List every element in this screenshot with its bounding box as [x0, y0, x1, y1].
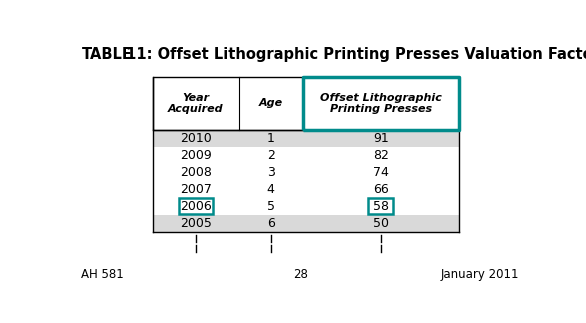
Text: 2008: 2008 — [180, 166, 212, 179]
Text: 74: 74 — [373, 166, 389, 179]
Text: 91: 91 — [373, 131, 389, 145]
Text: AH 581: AH 581 — [81, 268, 124, 281]
Bar — [153, 77, 459, 130]
Text: 28: 28 — [293, 268, 308, 281]
Bar — [153, 130, 459, 147]
Bar — [153, 215, 459, 232]
Text: TABLE: TABLE — [81, 47, 132, 62]
Text: Year
Acquired: Year Acquired — [168, 93, 224, 114]
Text: 2007: 2007 — [180, 183, 212, 196]
Text: 5: 5 — [267, 200, 275, 213]
Text: 6: 6 — [267, 217, 275, 230]
Text: 82: 82 — [373, 149, 389, 162]
Text: Offset Lithographic
Printing Presses: Offset Lithographic Printing Presses — [320, 93, 442, 114]
Bar — [179, 198, 213, 214]
Text: 50: 50 — [373, 217, 389, 230]
Text: 2010: 2010 — [180, 131, 212, 145]
Bar — [369, 198, 393, 214]
Text: 2006: 2006 — [180, 200, 212, 213]
Text: 1: 1 — [267, 131, 275, 145]
Text: Age: Age — [259, 99, 283, 109]
Text: 2005: 2005 — [180, 217, 212, 230]
Text: 58: 58 — [373, 200, 389, 213]
Text: 2009: 2009 — [180, 149, 212, 162]
Text: 66: 66 — [373, 183, 389, 196]
Text: 2: 2 — [267, 149, 275, 162]
Text: January 2011: January 2011 — [441, 268, 519, 281]
Text: 11: Offset Lithographic Printing Presses Valuation Factors: 11: Offset Lithographic Printing Presses… — [121, 47, 586, 62]
Text: 3: 3 — [267, 166, 275, 179]
Text: 4: 4 — [267, 183, 275, 196]
